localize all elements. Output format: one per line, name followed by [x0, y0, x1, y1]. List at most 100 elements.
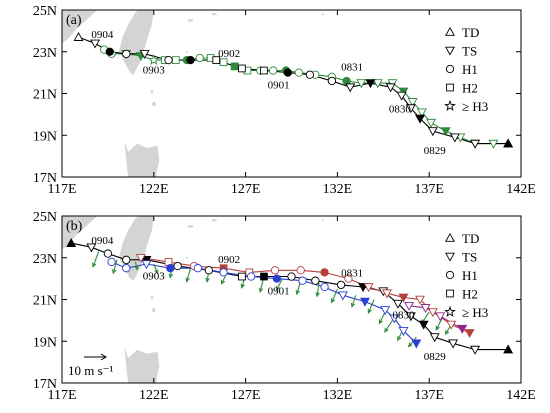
time-label: 0829: [424, 351, 447, 363]
wind-vector: [435, 318, 443, 330]
legend-label: TS: [462, 250, 477, 265]
track-point: [337, 291, 348, 301]
track-point: [503, 344, 514, 354]
legend: TD TS H1 H2 ≥ H3: [444, 231, 488, 320]
land-masses: [62, 10, 324, 177]
time-label: 0902: [218, 254, 240, 266]
y-tick-label: 17N: [33, 377, 57, 392]
track-point: [212, 56, 221, 64]
track-point: [320, 282, 329, 292]
track-point: [260, 66, 268, 75]
wind-vector-head: [168, 273, 174, 279]
time-label: 0831: [341, 268, 363, 280]
legend-marker: [445, 270, 455, 280]
wind-vector-head: [205, 277, 210, 283]
track-point: [238, 272, 246, 281]
taiwan-land: [118, 10, 154, 75]
legend-marker: [445, 46, 455, 56]
track-point: [429, 333, 440, 343]
track-point: [298, 276, 307, 285]
island-small: [150, 295, 154, 300]
wind-vector-head: [330, 298, 336, 304]
batanes-island: [152, 101, 156, 107]
axis-ticks: 117E 122E 127E 132E 137E 142E 17N 19N 21N 23N 25N: [33, 4, 536, 197]
y-tick-label: 19N: [33, 335, 57, 350]
legend-label: TD: [462, 25, 479, 40]
legend: TD TS H1 H2 ≥ H3: [444, 25, 488, 114]
panel-label: (b): [66, 219, 83, 234]
legend-label: H2: [462, 287, 478, 302]
island-dot: [185, 50, 188, 53]
wind-vector-head: [92, 262, 97, 268]
legend-marker: [444, 305, 456, 317]
track-point: [446, 320, 457, 330]
track-point: [356, 79, 367, 89]
track-point: [389, 314, 400, 324]
time-label: 0904: [91, 235, 114, 247]
wind-vector: [316, 282, 320, 297]
track-point: [73, 32, 84, 41]
track-point: [135, 253, 146, 263]
x-tick-label: 122E: [139, 388, 169, 403]
wind-vector: [408, 336, 417, 347]
legend-label: TD: [462, 231, 479, 246]
axis-ticks: 117E 122E 127E 132E 137E 142E 17N 19N 21N 23N 25N: [33, 210, 536, 403]
track-point: [294, 68, 303, 77]
island-miyako: [211, 12, 217, 16]
time-label: 0831: [341, 62, 363, 74]
wind-vector-head: [295, 289, 300, 296]
mainland-land: [62, 10, 98, 44]
track-point: [457, 324, 468, 334]
track-point: [385, 83, 396, 93]
wind-vector-head: [134, 265, 139, 271]
island-daito: [321, 219, 324, 222]
x-tick-label: 132E: [323, 182, 353, 197]
time-labels: 0904 0903 0902 0901 0831 0830 0829: [91, 235, 446, 363]
island-dot: [185, 256, 188, 259]
wind-vector: [92, 251, 100, 267]
track-point: [420, 304, 431, 313]
track-point: [398, 327, 409, 336]
track-point: [283, 68, 292, 77]
wind-vector-head: [154, 269, 159, 275]
legend-marker: [445, 64, 455, 74]
wind-vector: [186, 268, 192, 282]
y-tick-label: 21N: [33, 88, 57, 103]
island-daito: [321, 13, 324, 16]
track-point: [320, 268, 329, 277]
legend-marker: [446, 289, 454, 298]
legend-label: TS: [462, 44, 477, 59]
track-point: [230, 62, 239, 71]
track-point: [365, 79, 376, 89]
track-point: [122, 264, 131, 273]
track-point: [171, 56, 180, 64]
track-point: [219, 58, 228, 67]
track-point: [503, 138, 514, 148]
wind-vector: [276, 278, 283, 291]
wind-vector-head: [444, 330, 450, 336]
x-tick-label: 132E: [323, 388, 353, 403]
track-point: [488, 139, 499, 149]
wind-vector: [378, 311, 386, 324]
wind-vector-head: [378, 319, 383, 325]
track-point: [440, 127, 451, 137]
track-markers: [66, 238, 514, 355]
legend-label: H2: [462, 81, 478, 96]
time-labels: 0904 0903 0902 0901 0831 0830 0829: [91, 29, 446, 157]
x-tick-label: 122E: [139, 182, 169, 197]
x-tick-label: 142E: [506, 182, 536, 197]
x-tick-label: 117E: [47, 388, 76, 403]
luzon-land: [124, 141, 160, 177]
track-point: [311, 276, 320, 285]
track-point: [103, 249, 113, 258]
wind-vector-head: [185, 277, 190, 283]
track-point: [238, 64, 246, 73]
track-point: [415, 114, 425, 124]
island-small: [150, 89, 154, 94]
wind-vector-head: [220, 279, 226, 285]
track-point: [336, 280, 346, 290]
track-point: [359, 297, 370, 307]
track-point: [86, 243, 97, 253]
island-ryukyu: [187, 225, 194, 228]
